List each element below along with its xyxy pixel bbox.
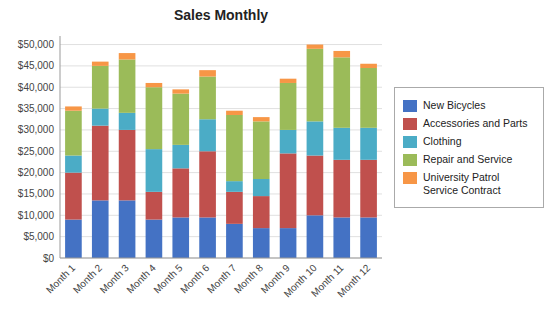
legend-swatch (403, 118, 417, 130)
y-tick-label: $35,000 (18, 103, 55, 114)
bar-segment (226, 115, 243, 181)
bar-segment (280, 130, 297, 153)
bar-segment (333, 57, 350, 127)
bar-segment (199, 70, 216, 76)
bar-segment (65, 106, 82, 110)
legend: New Bicycles Accessories and Parts Clothin… (394, 87, 544, 208)
y-tick-label: $20,000 (18, 167, 55, 178)
legend-swatch (403, 172, 417, 184)
bar-segment (65, 220, 82, 258)
bar-segment (253, 179, 270, 196)
bar-segment (307, 121, 324, 155)
bar-segment (146, 192, 163, 220)
bar-segment (253, 196, 270, 228)
bar-segment (172, 145, 189, 168)
y-tick-label: $40,000 (18, 82, 55, 93)
bar-segment (360, 68, 377, 128)
grid (60, 45, 382, 258)
bar-segment (92, 66, 109, 109)
legend-item: Accessories and Parts (403, 117, 535, 130)
legend-swatch (403, 100, 417, 112)
bar-segment (307, 45, 324, 49)
y-tick-label: $15,000 (18, 188, 55, 199)
legend-label: Accessories and Parts (423, 117, 535, 130)
y-tick-label: $50,000 (18, 39, 55, 50)
bar-segment (360, 64, 377, 68)
bar-segment (172, 168, 189, 217)
bar-segment (172, 89, 189, 93)
bar-segment (119, 200, 136, 258)
bar-segment (333, 51, 350, 57)
legend-item: Repair and Service (403, 153, 535, 166)
bar-segment (92, 200, 109, 258)
y-tick-label: $25,000 (18, 146, 55, 157)
grid-line (60, 44, 382, 45)
bar-segment (307, 156, 324, 216)
legend-item: Clothing (403, 135, 535, 148)
bar-segment (172, 94, 189, 145)
bar-segment (146, 220, 163, 258)
legend-label: Repair and Service (423, 153, 535, 166)
bar-segment (360, 160, 377, 218)
bar-segment (253, 117, 270, 121)
bar-segment (199, 151, 216, 217)
bar-segment (280, 79, 297, 83)
bar-segment (199, 77, 216, 120)
bar-segment (119, 59, 136, 112)
bar-segment (65, 156, 82, 173)
y-tick-label: $45,000 (18, 60, 55, 71)
bar-segment (92, 126, 109, 201)
y-tick-label: $30,000 (18, 124, 55, 135)
bar-segment (65, 111, 82, 156)
bar-segment (92, 109, 109, 126)
y-tick-label: $5,000 (23, 231, 54, 242)
bar-segment (146, 83, 163, 87)
bar-segment (333, 217, 350, 258)
legend-item: University Patrol Service Contract (403, 171, 535, 196)
bar-segment (199, 119, 216, 151)
bar-segment (226, 181, 243, 192)
legend-label: New Bicycles (423, 99, 535, 112)
bar-segment (119, 53, 136, 59)
bar-segment (280, 83, 297, 130)
title: Sales Monthly (174, 7, 268, 23)
y-tick-label: $10,000 (18, 210, 55, 221)
bar-segment (119, 113, 136, 130)
bar-segment (146, 87, 163, 149)
bar-segment (199, 217, 216, 258)
bar-segment (307, 215, 324, 258)
legend-swatch (403, 136, 417, 148)
y-axis (60, 36, 61, 258)
bar-segment (333, 128, 350, 160)
bar-segment (280, 228, 297, 258)
bar-segment (172, 217, 189, 258)
legend-swatch (403, 154, 417, 166)
bar-segment (226, 192, 243, 224)
bar-segment (307, 49, 324, 122)
bar-segment (333, 160, 350, 218)
y-tick-label: $0 (43, 253, 55, 264)
grid-line (60, 258, 382, 259)
legend-item: New Bicycles (403, 99, 535, 112)
bar-segment (92, 62, 109, 66)
x-tick-label: Month 12 (335, 262, 373, 300)
legend-label: Clothing (423, 135, 535, 148)
bar-segment (360, 128, 377, 160)
legend-label: University Patrol Service Contract (423, 171, 535, 196)
bar-segment (65, 173, 82, 220)
bar-segment (226, 111, 243, 115)
x-axis (60, 258, 382, 259)
bar-segment (253, 121, 270, 179)
bar-segment (119, 130, 136, 200)
bar-segment (360, 217, 377, 258)
bar-segment (280, 153, 297, 228)
bar-segment (226, 224, 243, 258)
bars (65, 45, 377, 258)
bar-segment (146, 149, 163, 192)
bar-segment (253, 228, 270, 258)
